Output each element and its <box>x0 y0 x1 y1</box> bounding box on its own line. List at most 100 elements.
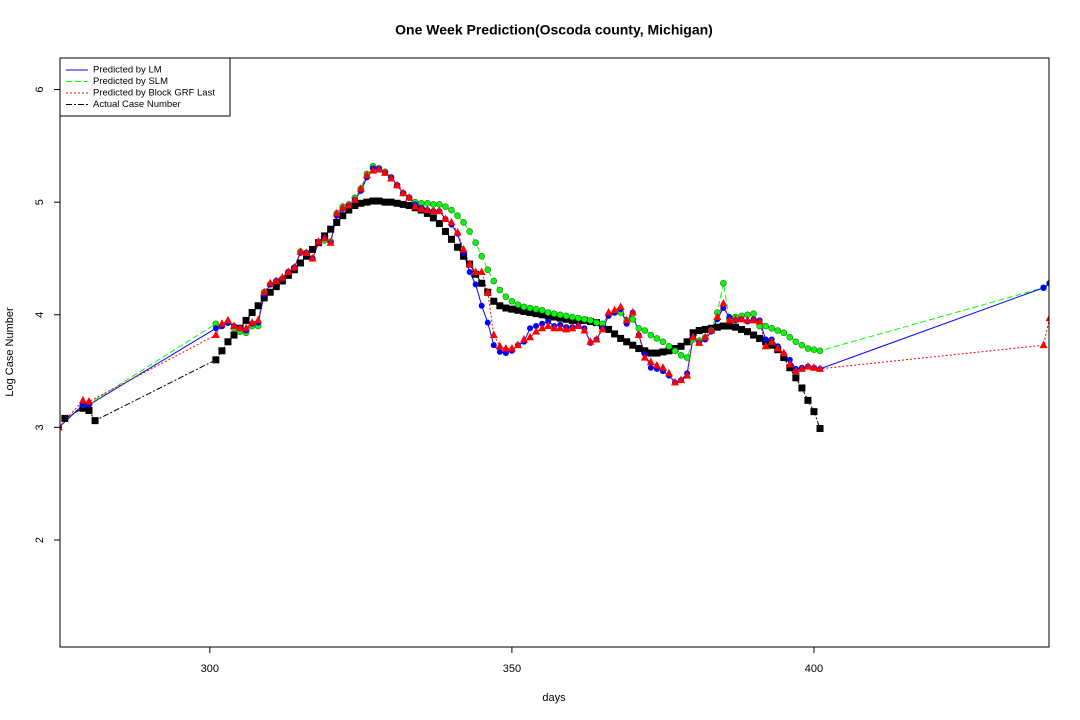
point <box>628 308 637 316</box>
point <box>629 315 637 323</box>
point <box>399 200 407 208</box>
y-tick-label: 5 <box>34 199 46 205</box>
point <box>756 334 764 342</box>
point <box>441 214 450 223</box>
point <box>526 332 535 341</box>
point <box>1046 280 1049 287</box>
point <box>381 168 390 176</box>
legend-label: Predicted by Block GRF Last <box>93 88 215 99</box>
point <box>575 314 582 322</box>
point <box>223 315 232 324</box>
point <box>78 395 87 404</box>
point <box>519 335 528 343</box>
point <box>496 348 503 355</box>
legend-label: Predicted by SLM <box>93 76 168 87</box>
point <box>212 325 219 332</box>
point <box>797 364 806 372</box>
point <box>79 404 87 412</box>
point <box>472 239 479 246</box>
point <box>424 199 431 207</box>
point <box>520 307 528 315</box>
chart-title: One Week Prediction(Oscoda county, Michi… <box>395 22 713 38</box>
point <box>369 197 377 205</box>
point <box>442 203 449 210</box>
point <box>610 305 619 314</box>
point <box>393 180 402 189</box>
point <box>677 342 685 350</box>
point <box>544 312 552 320</box>
point <box>1039 340 1048 349</box>
point <box>538 323 547 332</box>
point <box>399 188 408 197</box>
point <box>478 279 486 287</box>
point <box>803 362 812 370</box>
point <box>623 338 631 346</box>
point <box>496 286 504 294</box>
point <box>647 364 654 371</box>
point <box>229 321 238 330</box>
point <box>653 349 661 357</box>
point <box>683 371 692 379</box>
point <box>484 266 492 274</box>
point <box>562 324 571 333</box>
point <box>641 327 649 334</box>
point <box>768 324 775 332</box>
point <box>520 303 528 311</box>
point <box>725 315 734 324</box>
legend-label: Actual Case Number <box>93 99 181 110</box>
point <box>762 322 769 330</box>
point <box>720 305 727 312</box>
point <box>308 253 317 262</box>
point <box>762 336 769 343</box>
point <box>344 201 353 209</box>
point <box>284 271 292 279</box>
point <box>290 262 299 271</box>
point <box>248 318 257 326</box>
point <box>453 228 462 236</box>
point <box>785 359 794 368</box>
point <box>774 327 782 334</box>
point <box>779 348 788 357</box>
point <box>568 316 576 324</box>
point <box>598 324 607 333</box>
point <box>604 308 613 316</box>
point <box>242 323 251 332</box>
point <box>296 247 305 255</box>
point <box>302 248 311 256</box>
x-tick-label: 350 <box>503 663 521 675</box>
point <box>689 332 698 341</box>
point <box>574 321 583 330</box>
plot-frame <box>59 57 1050 648</box>
point <box>278 273 287 281</box>
point <box>791 366 800 375</box>
point <box>326 238 335 246</box>
point <box>538 306 546 314</box>
point <box>665 343 673 350</box>
point <box>744 328 752 336</box>
point <box>429 206 438 215</box>
point <box>472 281 479 288</box>
point <box>586 337 595 345</box>
point <box>810 408 818 416</box>
point <box>266 288 274 296</box>
legend-box <box>59 57 231 117</box>
point <box>544 309 552 316</box>
point <box>454 243 462 251</box>
point <box>338 203 347 211</box>
point <box>683 354 691 361</box>
point <box>333 218 341 226</box>
point <box>314 237 323 245</box>
point <box>490 342 497 349</box>
point <box>230 331 238 339</box>
point <box>587 317 594 324</box>
point <box>435 206 444 215</box>
point <box>248 309 256 317</box>
point <box>254 315 263 324</box>
point <box>508 305 516 313</box>
point <box>430 201 437 208</box>
point <box>792 338 800 346</box>
y-axis-title: Log Case Number <box>4 307 16 397</box>
point <box>773 344 782 352</box>
point <box>629 341 637 349</box>
